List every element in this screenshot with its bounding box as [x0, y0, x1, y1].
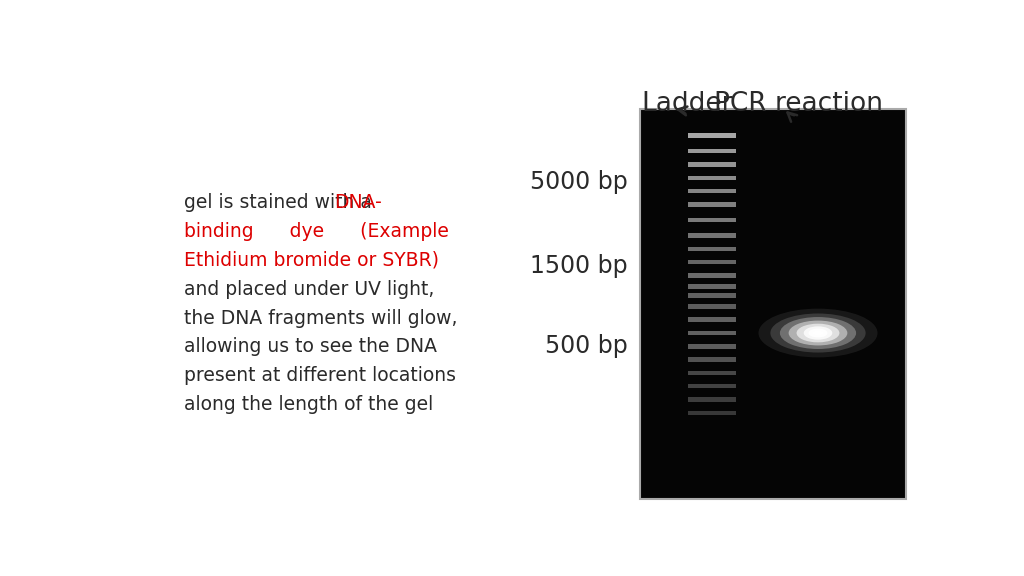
- Ellipse shape: [780, 317, 856, 349]
- Bar: [688, 293, 735, 298]
- Text: PCR reaction: PCR reaction: [714, 92, 883, 118]
- Text: 500 bp: 500 bp: [545, 334, 628, 358]
- Bar: [688, 411, 735, 415]
- Bar: [688, 384, 735, 388]
- Bar: [688, 149, 735, 153]
- Text: Ladder: Ladder: [642, 92, 733, 118]
- Ellipse shape: [788, 321, 847, 346]
- Bar: [688, 218, 735, 222]
- Text: along the length of the gel: along the length of the gel: [183, 395, 433, 414]
- Bar: [688, 189, 735, 194]
- Text: 1500 bp: 1500 bp: [530, 255, 628, 278]
- Ellipse shape: [759, 309, 878, 357]
- Bar: [688, 371, 735, 375]
- Bar: [688, 233, 735, 238]
- Text: Ethidium bromide or SYBR): Ethidium bromide or SYBR): [183, 251, 438, 270]
- Ellipse shape: [804, 327, 833, 340]
- Text: DNA-: DNA-: [334, 194, 382, 213]
- Bar: [640, 109, 906, 499]
- Bar: [688, 247, 735, 251]
- Bar: [688, 397, 735, 402]
- Ellipse shape: [797, 324, 840, 342]
- Text: allowing us to see the DNA: allowing us to see the DNA: [183, 338, 436, 357]
- Bar: [688, 304, 735, 309]
- Bar: [688, 134, 735, 138]
- Text: present at different locations: present at different locations: [183, 366, 456, 385]
- Bar: [688, 273, 735, 278]
- Ellipse shape: [770, 313, 865, 353]
- Text: and placed under UV light,: and placed under UV light,: [183, 280, 434, 299]
- Text: binding      dye      (Example: binding dye (Example: [183, 222, 449, 241]
- Text: 5000 bp: 5000 bp: [530, 170, 628, 194]
- Bar: [688, 357, 735, 362]
- Bar: [688, 284, 735, 289]
- Bar: [688, 176, 735, 180]
- Ellipse shape: [812, 331, 823, 336]
- Bar: [688, 317, 735, 322]
- Ellipse shape: [809, 328, 827, 338]
- Bar: [688, 202, 735, 207]
- Bar: [688, 331, 735, 335]
- Text: the DNA fragments will glow,: the DNA fragments will glow,: [183, 309, 457, 328]
- Bar: [688, 260, 735, 264]
- Text: gel is stained with a: gel is stained with a: [183, 194, 378, 213]
- Bar: [688, 344, 735, 348]
- Bar: [688, 162, 735, 166]
